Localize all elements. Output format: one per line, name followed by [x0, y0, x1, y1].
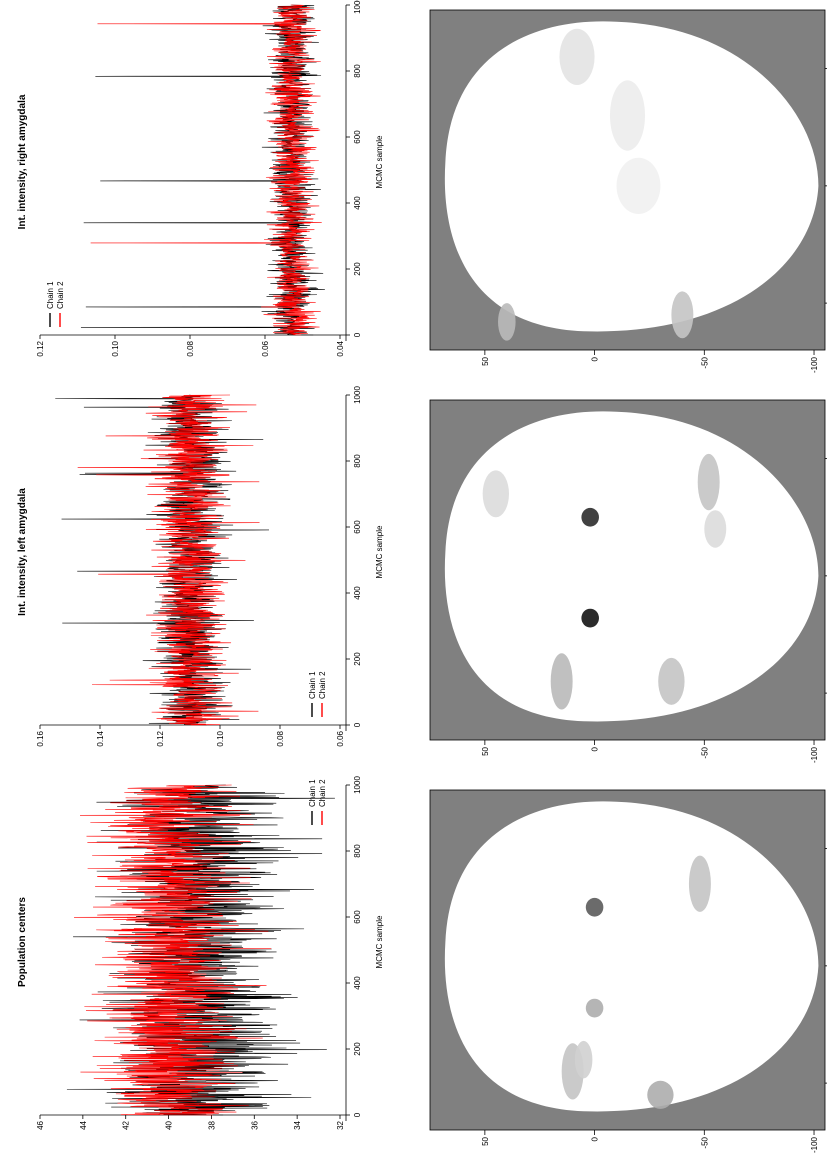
intensity-blob [658, 657, 685, 705]
series-line [77, 394, 260, 726]
series-line [90, 4, 322, 336]
x-tick-label: 1000 [353, 386, 362, 404]
y-tick-label: 0.08 [276, 730, 285, 746]
y-tick-label: 50 [481, 356, 490, 365]
intensity-blob [498, 303, 516, 341]
y-tick-label: 0.10 [111, 340, 120, 356]
intensity-map-panel-2: -50050500-50-100 [429, 399, 827, 763]
y-tick-label: -100 [810, 746, 819, 763]
y-tick-label: 34 [293, 1120, 302, 1129]
y-tick-label: 0 [591, 356, 600, 361]
x-tick-label: 0 [353, 722, 362, 727]
legend-label: Chain 2 [318, 671, 327, 699]
y-tick-label: 36 [250, 1120, 259, 1129]
y-tick-label: 0.12 [36, 340, 45, 356]
x-tick-label: 600 [353, 520, 362, 534]
x-tick-label: 800 [353, 64, 362, 78]
y-tick-label: 0.12 [156, 730, 165, 746]
x-tick-label: 600 [353, 910, 362, 924]
y-tick-label: 40 [165, 1120, 174, 1129]
legend-label: Chain 2 [56, 281, 65, 309]
x-axis-label: MCMC sample [375, 135, 384, 188]
y-tick-label: 46 [36, 1120, 45, 1129]
intensity-blob [704, 510, 727, 548]
trace-title: Population centers [17, 897, 28, 987]
y-tick-label: 50 [481, 1136, 490, 1145]
intensity-blob [585, 998, 604, 1018]
intensity-blob [559, 28, 595, 86]
y-tick-label: 0.16 [36, 730, 45, 746]
y-tick-label: -50 [700, 1136, 709, 1148]
x-axis-label: MCMC sample [375, 915, 384, 968]
intensity-blob [550, 653, 573, 710]
x-tick-label: 200 [353, 1042, 362, 1056]
y-tick-label: 0 [591, 746, 600, 751]
brain-mask [444, 411, 819, 722]
y-tick-label: 38 [207, 1120, 216, 1129]
x-tick-label: 600 [353, 130, 362, 144]
x-tick-label: 0 [353, 1112, 362, 1117]
y-tick-label: 0.14 [96, 730, 105, 746]
y-tick-label: -50 [700, 356, 709, 368]
x-tick-label: 400 [353, 976, 362, 990]
intensity-blob [581, 608, 599, 628]
y-tick-label: 32 [336, 1120, 345, 1129]
y-tick-label: 44 [79, 1120, 88, 1129]
x-tick-label: 400 [353, 586, 362, 600]
x-tick-label: 800 [353, 844, 362, 858]
y-tick-label: 0.06 [261, 340, 270, 356]
x-axis-label: MCMC sample [375, 525, 384, 578]
intensity-blob [647, 1080, 674, 1109]
intensity-blob [482, 470, 510, 518]
y-tick-label: 42 [122, 1120, 131, 1129]
intensity-blob [688, 855, 711, 912]
x-tick-label: 200 [353, 262, 362, 276]
x-tick-label: 0 [353, 332, 362, 337]
legend-label: Chain 1 [46, 281, 55, 309]
legend-label: Chain 1 [308, 779, 317, 807]
intensity-blob [609, 80, 646, 151]
x-tick-label: 200 [353, 652, 362, 666]
intensity-blob [581, 507, 599, 527]
y-tick-label: 0.10 [216, 730, 225, 746]
intensity-blob [671, 291, 694, 339]
legend-label: Chain 1 [308, 671, 317, 699]
intensity-blob [585, 897, 604, 917]
x-tick-label: 800 [353, 454, 362, 468]
legend-label: Chain 2 [318, 779, 327, 807]
trace-title: Int. intensity, right amygdala [17, 94, 28, 229]
trace-panel-population-centers: Population centers 32 34 36 38 40 42 44 46 0 200 4… [17, 776, 384, 1130]
x-tick-label: 400 [353, 196, 362, 210]
y-tick-label: -100 [810, 1136, 819, 1153]
x-tick-label: 1000 [353, 0, 362, 14]
series-line [74, 784, 272, 1116]
intensity-map-panel-1: -50050500-50-100 [429, 789, 827, 1153]
y-tick-label: 0.08 [186, 340, 195, 356]
intensity-blob [697, 453, 720, 511]
y-tick-label: 0.04 [336, 340, 345, 356]
y-tick-label: 0.06 [336, 730, 345, 746]
intensity-blob [574, 1040, 593, 1079]
brain-mask [444, 801, 819, 1112]
trace-title: Int. intensity, left amygdala [17, 488, 28, 616]
intensity-blob [616, 157, 661, 214]
trace-panel-right-amygdala: Int. intensity, right amygdala 0.04 0.06 0… [17, 0, 384, 357]
y-tick-label: 0 [591, 1136, 600, 1141]
y-tick-label: -100 [810, 356, 819, 373]
y-tick-label: -50 [700, 746, 709, 758]
y-tick-label: 50 [481, 746, 490, 755]
trace-panel-left-amygdala: Int. intensity, left amygdala 0.06 0.08 0.… [17, 386, 384, 747]
x-tick-label: 1000 [353, 776, 362, 794]
intensity-map-panel-3: -50050500-50-100 [429, 9, 827, 373]
